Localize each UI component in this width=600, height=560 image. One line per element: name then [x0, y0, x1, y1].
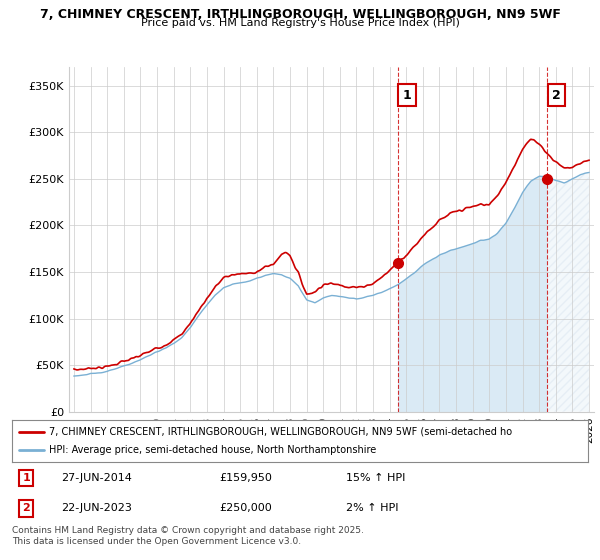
- Text: 2: 2: [552, 88, 561, 101]
- Text: 2% ↑ HPI: 2% ↑ HPI: [346, 503, 398, 514]
- Text: 15% ↑ HPI: 15% ↑ HPI: [346, 473, 406, 483]
- Text: 1: 1: [403, 88, 412, 101]
- Text: £250,000: £250,000: [220, 503, 272, 514]
- Text: 22-JUN-2023: 22-JUN-2023: [61, 503, 132, 514]
- Text: 7, CHIMNEY CRESCENT, IRTHLINGBOROUGH, WELLINGBOROUGH, NN9 5WF: 7, CHIMNEY CRESCENT, IRTHLINGBOROUGH, WE…: [40, 8, 560, 21]
- Text: 27-JUN-2014: 27-JUN-2014: [61, 473, 132, 483]
- Text: Price paid vs. HM Land Registry's House Price Index (HPI): Price paid vs. HM Land Registry's House …: [140, 18, 460, 29]
- Text: 1: 1: [23, 473, 30, 483]
- Text: HPI: Average price, semi-detached house, North Northamptonshire: HPI: Average price, semi-detached house,…: [49, 445, 377, 455]
- Text: 7, CHIMNEY CRESCENT, IRTHLINGBOROUGH, WELLINGBOROUGH, NN9 5WF (semi-detached ho: 7, CHIMNEY CRESCENT, IRTHLINGBOROUGH, WE…: [49, 427, 512, 437]
- Text: £159,950: £159,950: [220, 473, 272, 483]
- Text: Contains HM Land Registry data © Crown copyright and database right 2025.
This d: Contains HM Land Registry data © Crown c…: [12, 526, 364, 546]
- Text: 2: 2: [23, 503, 30, 514]
